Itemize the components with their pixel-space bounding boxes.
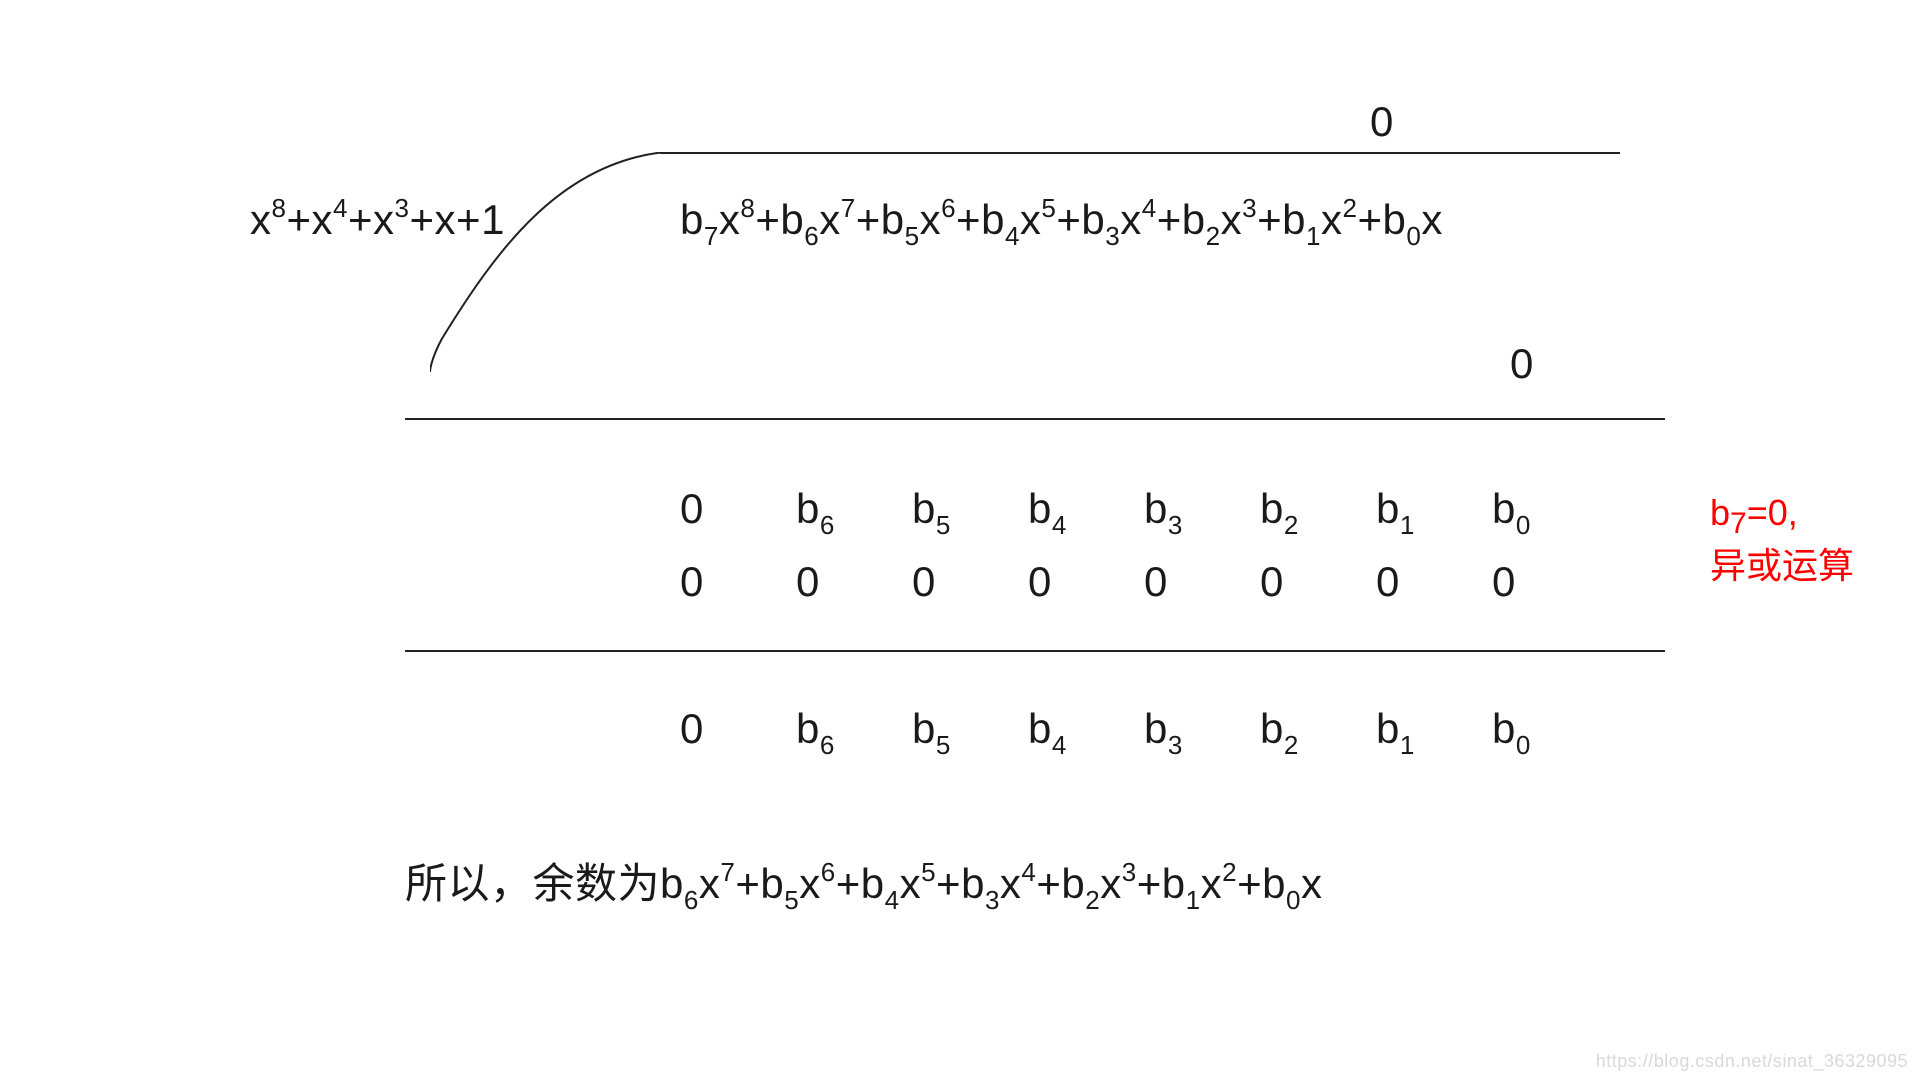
xor-result-row: 0b6b5b4b3b2b1b0 bbox=[680, 705, 1540, 759]
divider-line-2 bbox=[405, 418, 1665, 420]
note-line-1: b7=0, bbox=[1710, 490, 1854, 543]
divider-line-3 bbox=[405, 650, 1665, 652]
xor-operand-row-2: 00000000 bbox=[680, 558, 1540, 606]
quotient-value: 0 bbox=[1370, 98, 1394, 146]
note-line-2: 异或运算 bbox=[1710, 543, 1854, 588]
xor-operand-row-1: 0b6b5b4b3b2b1b0 bbox=[680, 485, 1540, 539]
division-bracket bbox=[430, 152, 665, 372]
watermark: https://blog.csdn.net/sinat_36329095 bbox=[1596, 1051, 1908, 1072]
dividend-polynomial: b7x8+b6x7+b5x6+b4x5+b3x4+b2x3+b1x2+b0x bbox=[680, 195, 1443, 250]
diagram-stage: x8+x4+x3+x+1 0 b7x8+b6x7+b5x6+b4x5+b3x4+… bbox=[0, 0, 1920, 1080]
quotient-line bbox=[660, 152, 1620, 154]
subtrahend-value: 0 bbox=[1510, 340, 1534, 388]
annotation-note: b7=0, 异或运算 bbox=[1710, 490, 1854, 588]
conclusion-text: 所以，余数为b6x7+b5x6+b4x5+b3x4+b2x3+b1x2+b0x bbox=[405, 850, 1323, 914]
